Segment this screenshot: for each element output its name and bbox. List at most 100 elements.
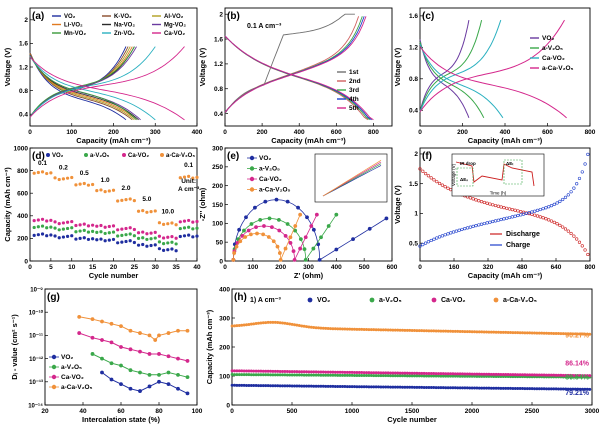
x-tick-label: 0 — [223, 129, 227, 136]
data-point — [509, 373, 513, 377]
data-point — [429, 329, 433, 333]
data-point — [70, 175, 74, 180]
data-point — [360, 327, 364, 331]
data-point — [355, 373, 359, 377]
data-point — [53, 220, 57, 224]
data-point — [369, 385, 373, 389]
data-point — [120, 198, 124, 202]
panel-label: (g) — [47, 292, 60, 303]
data-point — [329, 373, 333, 377]
data-point — [353, 370, 357, 374]
data-point — [329, 370, 333, 374]
data-point — [367, 374, 371, 378]
data-point — [187, 174, 191, 178]
data-point — [338, 384, 342, 388]
data-point — [141, 209, 145, 213]
data-point — [401, 385, 405, 389]
data-point — [283, 370, 287, 374]
data-point — [449, 329, 453, 333]
data-point — [391, 374, 395, 378]
data-point — [230, 369, 234, 373]
data-point — [540, 331, 544, 335]
data-point — [569, 373, 573, 377]
data-point — [107, 189, 111, 193]
y-tick-label: 2 — [219, 12, 223, 19]
data-point — [521, 212, 526, 216]
data-point — [263, 199, 268, 204]
data-point — [552, 387, 556, 391]
data-point — [581, 387, 585, 391]
data-point — [461, 386, 465, 390]
data-point — [319, 370, 323, 374]
data-point — [362, 371, 366, 375]
data-point — [473, 372, 477, 376]
data-point — [485, 201, 489, 205]
data-point — [191, 176, 195, 180]
data-point — [82, 222, 86, 226]
x-tick-label: 300 — [303, 264, 314, 271]
legend-label: Ca-VO₂ — [259, 176, 282, 183]
data-point — [577, 240, 582, 244]
data-point — [162, 222, 166, 226]
legend-label: a-V₂O₅ — [542, 45, 563, 52]
data-point — [95, 238, 99, 242]
data-point — [405, 371, 409, 375]
data-point — [552, 220, 556, 224]
data-point — [254, 373, 258, 377]
data-point — [384, 371, 388, 375]
data-point — [564, 387, 568, 391]
unit-label: A cm⁻³ — [178, 186, 200, 193]
data-point — [273, 373, 277, 377]
data-point — [446, 372, 450, 376]
data-point — [441, 372, 445, 376]
data-point — [170, 240, 174, 244]
data-point — [281, 384, 285, 388]
data-point — [166, 241, 170, 245]
data-point — [82, 181, 86, 186]
data-point — [465, 386, 469, 390]
data-point — [422, 374, 426, 378]
data-point — [396, 328, 400, 332]
data-point — [119, 382, 123, 387]
data-point — [278, 384, 282, 388]
y-tick-label: 200 — [212, 183, 223, 190]
y-tick-label: 0 — [226, 402, 230, 409]
x-axis-label: Capacity (mAh cm⁻³) — [468, 136, 543, 145]
data-point — [437, 181, 442, 186]
data-point — [285, 222, 290, 226]
data-point — [61, 235, 65, 239]
data-point — [487, 386, 491, 390]
data-point — [162, 236, 166, 240]
data-point — [329, 327, 333, 331]
data-point — [367, 385, 371, 389]
data-point — [257, 384, 261, 388]
data-point — [176, 356, 180, 361]
data-point — [437, 329, 441, 333]
data-point — [128, 239, 132, 243]
rate-label: 0.5 — [80, 170, 89, 177]
data-point — [516, 373, 520, 377]
data-point — [384, 216, 389, 221]
legend-label: Ca-VO₂ — [164, 31, 185, 37]
data-point — [32, 225, 36, 230]
data-point — [170, 221, 174, 225]
data-point — [523, 373, 527, 377]
data-point — [120, 240, 124, 244]
y-tick-label: 1.2 — [409, 45, 418, 52]
data-point — [482, 330, 486, 334]
data-point — [176, 328, 180, 333]
x-axis-label: Cycle number — [89, 271, 139, 280]
data-point — [166, 370, 171, 375]
data-point — [341, 373, 345, 377]
data-point — [429, 386, 433, 390]
data-point — [336, 370, 340, 374]
data-point — [525, 387, 529, 391]
data-point — [559, 332, 563, 336]
data-point — [338, 370, 342, 374]
data-point — [477, 374, 481, 378]
data-point — [254, 369, 258, 373]
data-point — [552, 202, 556, 206]
data-point — [149, 243, 153, 248]
data-point — [326, 373, 330, 377]
data-point — [557, 387, 561, 391]
